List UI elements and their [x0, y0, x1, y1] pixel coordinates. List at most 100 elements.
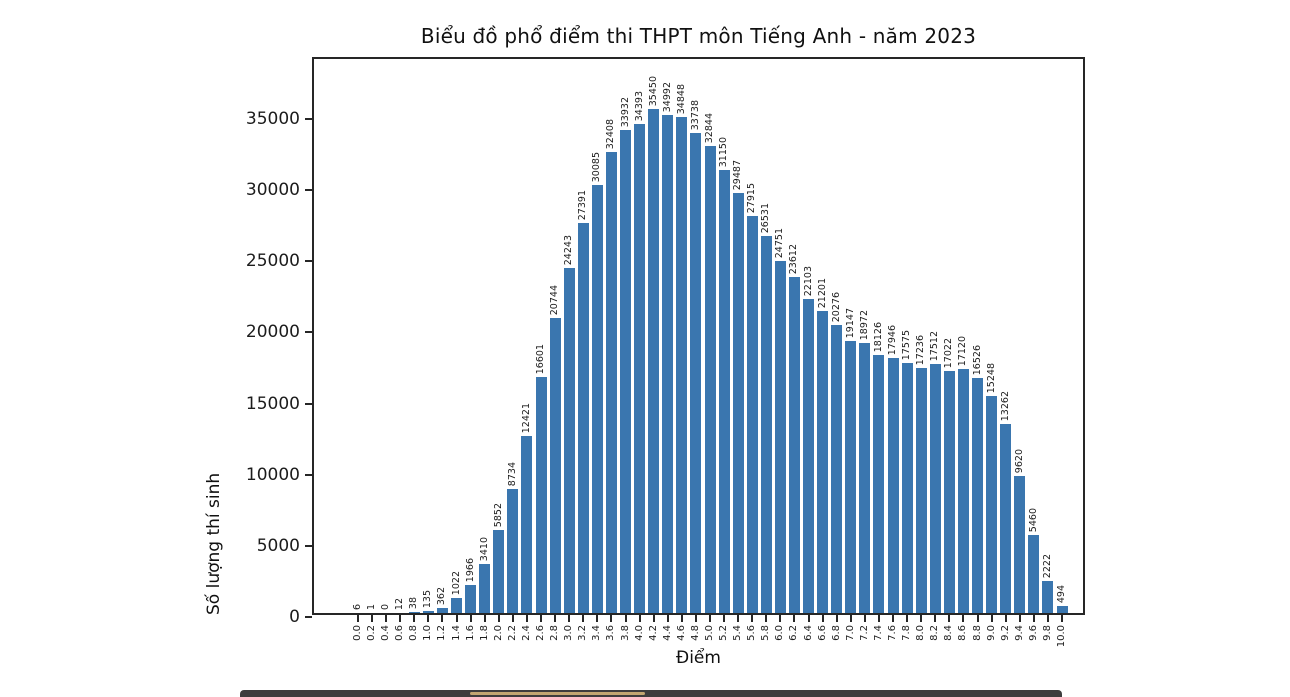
x-tick-mark [441, 615, 444, 622]
x-tick-mark [385, 615, 388, 622]
bar-value-label: 2222 [1041, 553, 1053, 578]
bar [803, 299, 815, 613]
x-tick-mark [455, 615, 458, 622]
bar-value-label: 17512 [929, 330, 941, 361]
bar-value-label: 494 [1056, 584, 1067, 603]
bar-value-label: 23612 [788, 243, 800, 274]
x-tick-label: 1.0 [422, 625, 434, 641]
bar-value-label: 16526 [971, 344, 983, 375]
bar-value-label: 34393 [633, 90, 645, 121]
x-tick-label: 7.8 [901, 625, 913, 641]
x-tick-label: 7.6 [887, 625, 899, 641]
x-tick-label: 1.2 [436, 625, 448, 641]
bar-value-label: 18126 [872, 321, 884, 352]
bar [493, 530, 505, 613]
bar [676, 117, 688, 613]
bar [436, 608, 448, 613]
x-tick-mark [357, 615, 359, 622]
x-tick-label: 9.8 [1041, 625, 1053, 641]
x-tick-mark [976, 615, 979, 622]
x-tick-mark [934, 615, 937, 622]
x-tick-label: 2.0 [492, 625, 504, 641]
bar [634, 124, 646, 613]
x-tick-mark [1046, 615, 1049, 622]
bar-value-label: 31150 [718, 136, 730, 167]
bar-value-label: 34992 [661, 81, 673, 112]
x-tick-label: 6.0 [774, 625, 786, 641]
bar [887, 358, 899, 613]
x-tick-mark [709, 615, 711, 622]
x-tick-label: 4.4 [661, 625, 673, 641]
x-tick-mark [962, 615, 965, 622]
bar [817, 311, 829, 613]
bar [859, 343, 871, 613]
y-tick-mark [305, 118, 312, 120]
x-tick-label: 6.4 [802, 625, 814, 641]
bar [479, 564, 491, 613]
x-tick-label: 3.6 [605, 625, 617, 641]
bar-value-label: 18972 [858, 309, 870, 340]
bar-value-label: 32844 [704, 112, 715, 143]
bar [605, 152, 617, 613]
x-tick-mark [906, 615, 909, 622]
bar [943, 371, 955, 613]
x-tick-mark [948, 615, 951, 622]
bar [1028, 535, 1040, 613]
y-tick-mark [305, 331, 312, 334]
bar [648, 109, 660, 613]
y-tick-mark [305, 473, 312, 476]
x-tick-label: 3.0 [563, 625, 575, 641]
bar-value-label: 27915 [746, 182, 758, 213]
bar [591, 185, 603, 613]
y-tick-label: 20000 [245, 322, 300, 343]
x-tick-label: 6.8 [830, 625, 842, 641]
x-tick-mark [652, 615, 655, 622]
y-tick-mark [305, 260, 312, 263]
y-tick-mark [305, 616, 312, 618]
bar-value-label: 13262 [999, 390, 1011, 421]
x-tick-label: 4.0 [633, 625, 645, 641]
plot-area: 6 0.0 1 0.2 0 0.4 12 0.6 38 0.8 135 1.0 362 1.2 1022 1.… [246, 57, 1085, 647]
bar-value-label: 5852 [492, 502, 504, 527]
x-tick-label: 4.2 [647, 625, 659, 641]
x-tick-mark [483, 615, 486, 622]
x-tick-mark [920, 615, 923, 622]
bar-value-label: 6 [352, 603, 363, 610]
x-tick-mark [863, 615, 866, 622]
bar-value-label: 1022 [450, 570, 462, 595]
bar-value-label: 33738 [689, 99, 701, 130]
bar-value-label: 32408 [605, 118, 617, 149]
x-tick-label: 3.2 [577, 625, 589, 641]
bar [408, 612, 420, 613]
x-tick-mark [807, 615, 810, 622]
bar [915, 368, 927, 613]
x-tick-mark [497, 615, 500, 622]
x-tick-label: 8.4 [943, 625, 955, 641]
bar [521, 436, 533, 613]
x-tick-mark [892, 615, 895, 622]
bar-value-label: 38 [408, 596, 420, 609]
x-tick-mark [525, 615, 528, 622]
x-tick-mark [624, 615, 627, 622]
x-tick-label: 6.6 [816, 625, 828, 641]
x-axis-label: Điểm [676, 648, 721, 668]
x-tick-label: 0.0 [352, 625, 363, 641]
x-tick-label: 0.8 [408, 625, 420, 641]
bar-value-label: 362 [436, 586, 448, 605]
x-tick-mark [751, 615, 754, 622]
x-tick-mark [511, 615, 514, 622]
x-tick-label: 9.2 [999, 625, 1011, 641]
y-tick-label: 10000 [245, 464, 300, 485]
x-tick-mark [877, 615, 880, 622]
x-tick-mark [638, 615, 641, 622]
x-tick-mark [723, 615, 726, 622]
bar [465, 585, 477, 613]
bar [972, 378, 984, 613]
bar-value-label: 24751 [774, 227, 786, 258]
x-tick-label: 2.8 [549, 625, 561, 641]
x-tick-mark [568, 615, 571, 622]
bar [957, 369, 969, 613]
bar [690, 133, 702, 613]
bar [577, 223, 589, 613]
